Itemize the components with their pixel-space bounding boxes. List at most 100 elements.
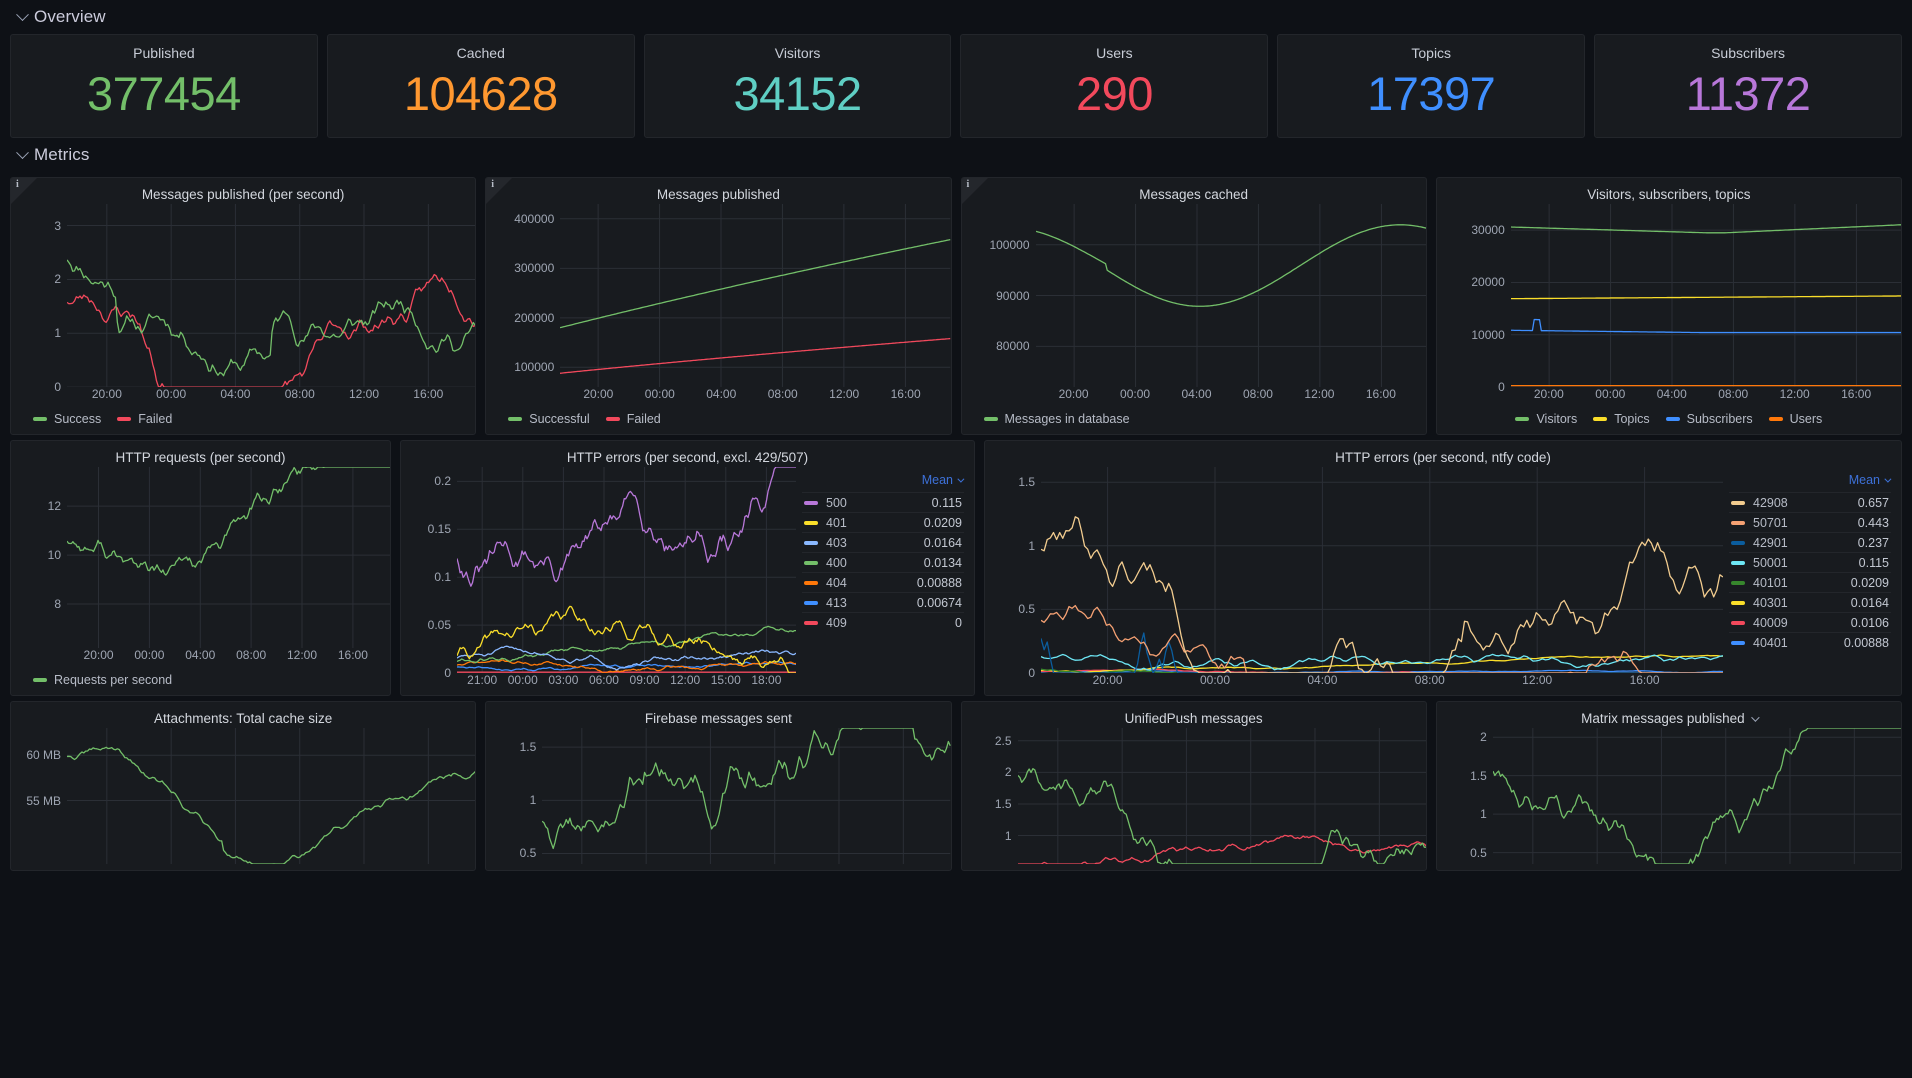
plot-area[interactable] <box>560 204 951 388</box>
plot-area[interactable] <box>1492 728 1901 865</box>
info-icon[interactable]: i <box>491 179 495 190</box>
legend-table-row[interactable]: 50001 0.115 <box>1729 552 1891 572</box>
x-axis-tick: 16:00 <box>1629 673 1660 687</box>
stat-panel[interactable]: Published 377454 <box>10 34 318 138</box>
panel-title[interactable]: Attachments: Total cache size <box>11 702 475 728</box>
panel-title[interactable]: HTTP errors (per second, ntfy code) <box>985 441 1901 467</box>
x-axis-tick: 04:00 <box>1181 387 1212 402</box>
legend-table-row[interactable]: 409 0 <box>802 612 964 632</box>
plot-area[interactable] <box>1035 204 1426 388</box>
panel-unifiedpush-messages[interactable]: UnifiedPush messages 1 1.5 2 2.5 <box>960 701 1427 871</box>
y-axis: 0 0.5 1 1.5 <box>985 467 1041 680</box>
x-axis-tick: 16:00 <box>890 387 921 402</box>
panel-http-errors-per-second-ntfy-code[interactable]: HTTP errors (per second, ntfy code) 0 0.5 1… <box>984 440 1902 696</box>
legend-table-row[interactable]: 500 0.115 <box>802 492 964 512</box>
stat-value: 17397 <box>1367 67 1496 120</box>
legend-color-swatch <box>804 560 818 565</box>
legend-item[interactable]: Topics <box>1593 412 1650 426</box>
legend-sort-header[interactable]: Mean <box>802 469 965 492</box>
legend-item[interactable]: Requests per second <box>33 673 172 687</box>
legend-item[interactable]: Failed <box>117 412 172 426</box>
plot-area[interactable] <box>67 204 476 388</box>
legend-item[interactable]: Messages in database <box>983 412 1130 426</box>
plot-area[interactable] <box>457 467 796 673</box>
panel-title[interactable]: Matrix messages published <box>1437 702 1901 728</box>
legend-label: Visitors <box>1536 412 1578 426</box>
panel-title[interactable]: HTTP errors (per second, excl. 429/507) <box>401 441 974 467</box>
plot-area[interactable] <box>67 467 390 648</box>
legend-table-row[interactable]: 404 0.00888 <box>802 572 964 592</box>
chevron-down-icon <box>957 475 965 483</box>
legend-sort-header[interactable]: Mean <box>1729 469 1892 492</box>
legend-table-row[interactable]: 40101 0.0209 <box>1729 572 1891 592</box>
stat-panel[interactable]: Visitors 34152 <box>643 34 952 138</box>
legend-table-row[interactable]: 40401 0.00888 <box>1729 632 1891 652</box>
stat-panel[interactable]: Users 290 <box>960 34 1269 138</box>
chevron-down-icon[interactable] <box>1750 712 1760 722</box>
legend: Success Failed <box>11 409 475 434</box>
legend-table-row[interactable]: 413 0.00674 <box>802 592 964 612</box>
legend-item[interactable]: Users <box>1768 412 1822 426</box>
panel-attachments-total-cache-size[interactable]: Attachments: Total cache size 55 MB 60 MB <box>10 701 477 871</box>
info-icon[interactable]: i <box>16 179 19 190</box>
legend-item[interactable]: Subscribers <box>1665 412 1753 426</box>
y-axis: 0 1 2 3 <box>11 204 67 395</box>
panel-firebase-messages-sent[interactable]: Firebase messages sent 0.5 1 1.5 <box>485 701 952 871</box>
legend-table-row[interactable]: 42901 0.237 <box>1729 532 1891 552</box>
legend-label: Subscribers <box>1686 412 1753 426</box>
legend-table-row[interactable]: 42908 0.657 <box>1729 492 1891 512</box>
panel-title[interactable]: HTTP requests (per second) <box>11 441 390 467</box>
x-axis-tick: 08:00 <box>284 387 315 402</box>
chart-svg <box>1017 728 1426 865</box>
panel-title[interactable]: Firebase messages sent <box>486 702 950 728</box>
series-line <box>1510 295 1901 300</box>
legend-table-row[interactable]: 403 0.0164 <box>802 532 964 552</box>
panel-title[interactable]: Messages published <box>486 178 950 204</box>
chart-svg <box>1041 467 1723 673</box>
legend-color-swatch <box>1593 417 1608 421</box>
panel-http-errors-per-second-excl[interactable]: HTTP errors (per second, excl. 429/507) 0… <box>400 440 975 696</box>
legend-table-row[interactable]: 401 0.0209 <box>802 512 964 532</box>
legend-series-name: 40009 <box>1753 615 1788 630</box>
legend-series-mean: 0.443 <box>1857 515 1889 530</box>
legend-series-name: 413 <box>826 595 847 610</box>
section-header-metrics[interactable]: Metrics <box>8 138 1904 172</box>
panel-title[interactable]: Messages published (per second) <box>11 178 475 204</box>
panel-http-requests-per-second[interactable]: HTTP requests (per second) 8 10 12 20:00 00:0… <box>10 440 391 696</box>
y-axis-tick: 1 <box>1480 807 1487 822</box>
panel-title-text: Messages published <box>656 187 780 202</box>
x-axis: 20:00 00:00 04:00 08:00 12:00 16:00 <box>962 387 1426 409</box>
panel-messages-cached[interactable]: i Messages cached 80000 90000 100000 20:00 00:… <box>960 177 1427 435</box>
section-header-overview[interactable]: Overview <box>8 0 1904 34</box>
legend-table-row[interactable]: 40009 0.0106 <box>1729 612 1891 632</box>
legend-table-row[interactable]: 40301 0.0164 <box>1729 592 1891 612</box>
legend-sort-label: Mean <box>1848 473 1880 487</box>
legend-item[interactable]: Visitors <box>1515 412 1577 426</box>
panel-body: 8 10 12 20:00 00:00 04:00 08:00 12:00 16:00 Reque… <box>11 467 390 695</box>
panel-matrix-messages-published[interactable]: Matrix messages published 0.5 1 1.5 2 <box>1435 701 1902 871</box>
x-axis-tick: 20:00 <box>83 648 114 662</box>
panel-title[interactable]: UnifiedPush messages <box>962 702 1426 728</box>
legend-item[interactable]: Failed <box>605 412 661 426</box>
plot-area[interactable] <box>1510 204 1901 388</box>
panel-title[interactable]: Messages cached <box>962 178 1426 204</box>
panel-messages-published[interactable]: i Messages published 100000 200000 300000 400… <box>485 177 952 435</box>
stat-panel[interactable]: Subscribers 11372 <box>1594 34 1902 138</box>
stat-panel[interactable]: Topics 17397 <box>1277 34 1586 138</box>
plot-area[interactable] <box>542 728 951 865</box>
stat-title: Users <box>1096 45 1133 61</box>
panel-messages-published-per-second[interactable]: i Messages published (per second) 0 1 2 3 20:0… <box>10 177 477 435</box>
legend-table-row[interactable]: 50701 0.443 <box>1729 512 1891 532</box>
panel-title[interactable]: Visitors, subscribers, topics <box>1437 178 1901 204</box>
plot-area[interactable] <box>1017 728 1426 865</box>
info-icon[interactable]: i <box>966 179 970 190</box>
panel-visitors-subscribers-topics[interactable]: Visitors, subscribers, topics 0 10000 20000… <box>1435 177 1902 435</box>
chart-svg <box>1035 204 1426 388</box>
series-line <box>1041 668 1723 673</box>
legend-item[interactable]: Success <box>33 412 101 426</box>
legend-item[interactable]: Successful <box>508 412 590 426</box>
plot-area[interactable] <box>1041 467 1723 673</box>
plot-area[interactable] <box>67 728 476 865</box>
stat-panel[interactable]: Cached 104628 <box>326 34 635 138</box>
legend-table-row[interactable]: 400 0.0134 <box>802 552 964 572</box>
